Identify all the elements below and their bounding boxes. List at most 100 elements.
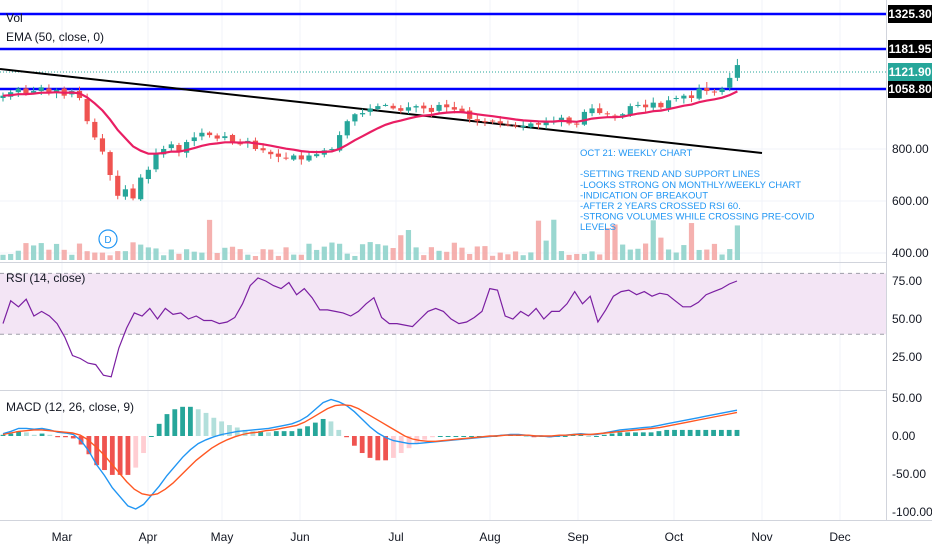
macd-histogram-bar [391, 436, 396, 458]
candle [528, 123, 534, 128]
dividend-marker[interactable] [98, 229, 118, 249]
volume-bar [612, 224, 618, 260]
candle [199, 132, 205, 137]
macd-histogram-bar [8, 433, 14, 436]
volume-bar [551, 219, 557, 260]
macd-histogram-bar [156, 423, 162, 436]
volume-bar [581, 253, 587, 260]
volume-bar [620, 244, 626, 260]
macd-histogram-bar [687, 429, 693, 436]
volume-bar [627, 249, 633, 260]
volume-bar [252, 255, 259, 260]
price-axis: 400.00 600.00 800.00 [892, 142, 929, 260]
macd-histogram-bar [63, 436, 68, 438]
candle [673, 97, 679, 100]
candle [176, 145, 182, 152]
macd-histogram-bar [242, 429, 248, 436]
volume-bar [107, 255, 113, 260]
annotation-line: -AFTER 2 YEARS CROSSED RSI 60. [580, 201, 741, 212]
volume-bar [275, 255, 281, 260]
macd-histogram-bar [586, 436, 592, 437]
volume-bar [115, 251, 121, 260]
volume-bar [459, 247, 465, 260]
candle [490, 120, 496, 122]
candle [15, 88, 21, 93]
legend-vol: Vol [6, 11, 23, 25]
volume-bar [31, 245, 37, 260]
time-axis: Mar Apr May Jun Jul Aug Sep Oct Nov Dec [52, 530, 851, 544]
annotation-line: -LOOKS STRONG ON MONTHLY/WEEKLY CHART [580, 180, 801, 191]
candle [413, 106, 419, 108]
volume-bar [161, 255, 167, 260]
time-tick-label: Jun [290, 530, 309, 544]
volume-bar [375, 244, 381, 260]
candle [115, 175, 121, 196]
volume-bar [589, 251, 595, 260]
macd-histogram [0, 406, 740, 475]
volume-bar [92, 252, 98, 260]
trend-line [0, 68, 763, 154]
macd-histogram-bar [445, 436, 451, 437]
macd-histogram-bar [148, 436, 154, 437]
macd-histogram-bar [672, 429, 677, 436]
macd-histogram-bar [312, 422, 318, 436]
macd-histogram-bar [172, 409, 178, 436]
trend-line-segment [0, 68, 763, 154]
macd-histogram-bar [430, 436, 435, 438]
volume-bar [382, 245, 389, 260]
time-tick-label: Dec [829, 530, 850, 544]
candle [92, 121, 98, 138]
ema-line [2, 90, 738, 155]
candle [161, 149, 167, 155]
volume-bar [597, 254, 603, 260]
legend-ema: EMA (50, close, 0) [6, 30, 104, 44]
candle [260, 148, 266, 151]
volume-bar [283, 247, 289, 260]
macd-histogram-bar [570, 434, 576, 436]
volume-bar [604, 228, 610, 260]
volume-bar [46, 249, 52, 260]
macd-histogram-bar [180, 406, 185, 436]
candle [306, 155, 312, 161]
level-tag [888, 40, 932, 58]
volume-bar [734, 225, 740, 260]
volume-bar [76, 243, 83, 260]
macd-histogram-bar [406, 436, 412, 449]
macd-histogram-bar [609, 433, 615, 436]
macd-histogram-bar [328, 421, 334, 436]
volume-bar [84, 251, 90, 260]
dividend-marker-label: D [104, 235, 111, 246]
candle [444, 104, 450, 108]
macd-histogram-bar [711, 429, 716, 436]
candle [99, 138, 106, 152]
candle [635, 104, 641, 106]
candle [122, 189, 128, 197]
volume-bar [505, 254, 511, 260]
volume-bar [497, 252, 503, 260]
volume-bar [451, 242, 457, 260]
candle [31, 91, 37, 93]
volume-bar [688, 223, 695, 260]
macd-histogram-bar [0, 434, 6, 436]
volume-bar [245, 254, 251, 260]
volume-bar [467, 253, 473, 260]
volume-bar [268, 249, 274, 260]
candle [298, 155, 304, 160]
candle [505, 124, 511, 126]
volume-bar [367, 242, 373, 260]
last-price-tag [888, 63, 932, 81]
volume-bar [153, 248, 159, 260]
macd-histogram-bar [117, 436, 123, 475]
volume-bar [535, 220, 542, 260]
candle [734, 65, 740, 78]
macd-histogram-bar [164, 414, 170, 436]
candle [398, 108, 404, 111]
macd-histogram-bar [188, 406, 193, 436]
annotation-line: -STRONG VOLUMES WHILE CROSSING PRE-COVID [580, 212, 814, 223]
macd-histogram-bar [656, 431, 662, 436]
volume-bar [168, 249, 174, 260]
volume-bar [665, 249, 672, 260]
candle [604, 113, 610, 115]
candle [459, 108, 465, 112]
